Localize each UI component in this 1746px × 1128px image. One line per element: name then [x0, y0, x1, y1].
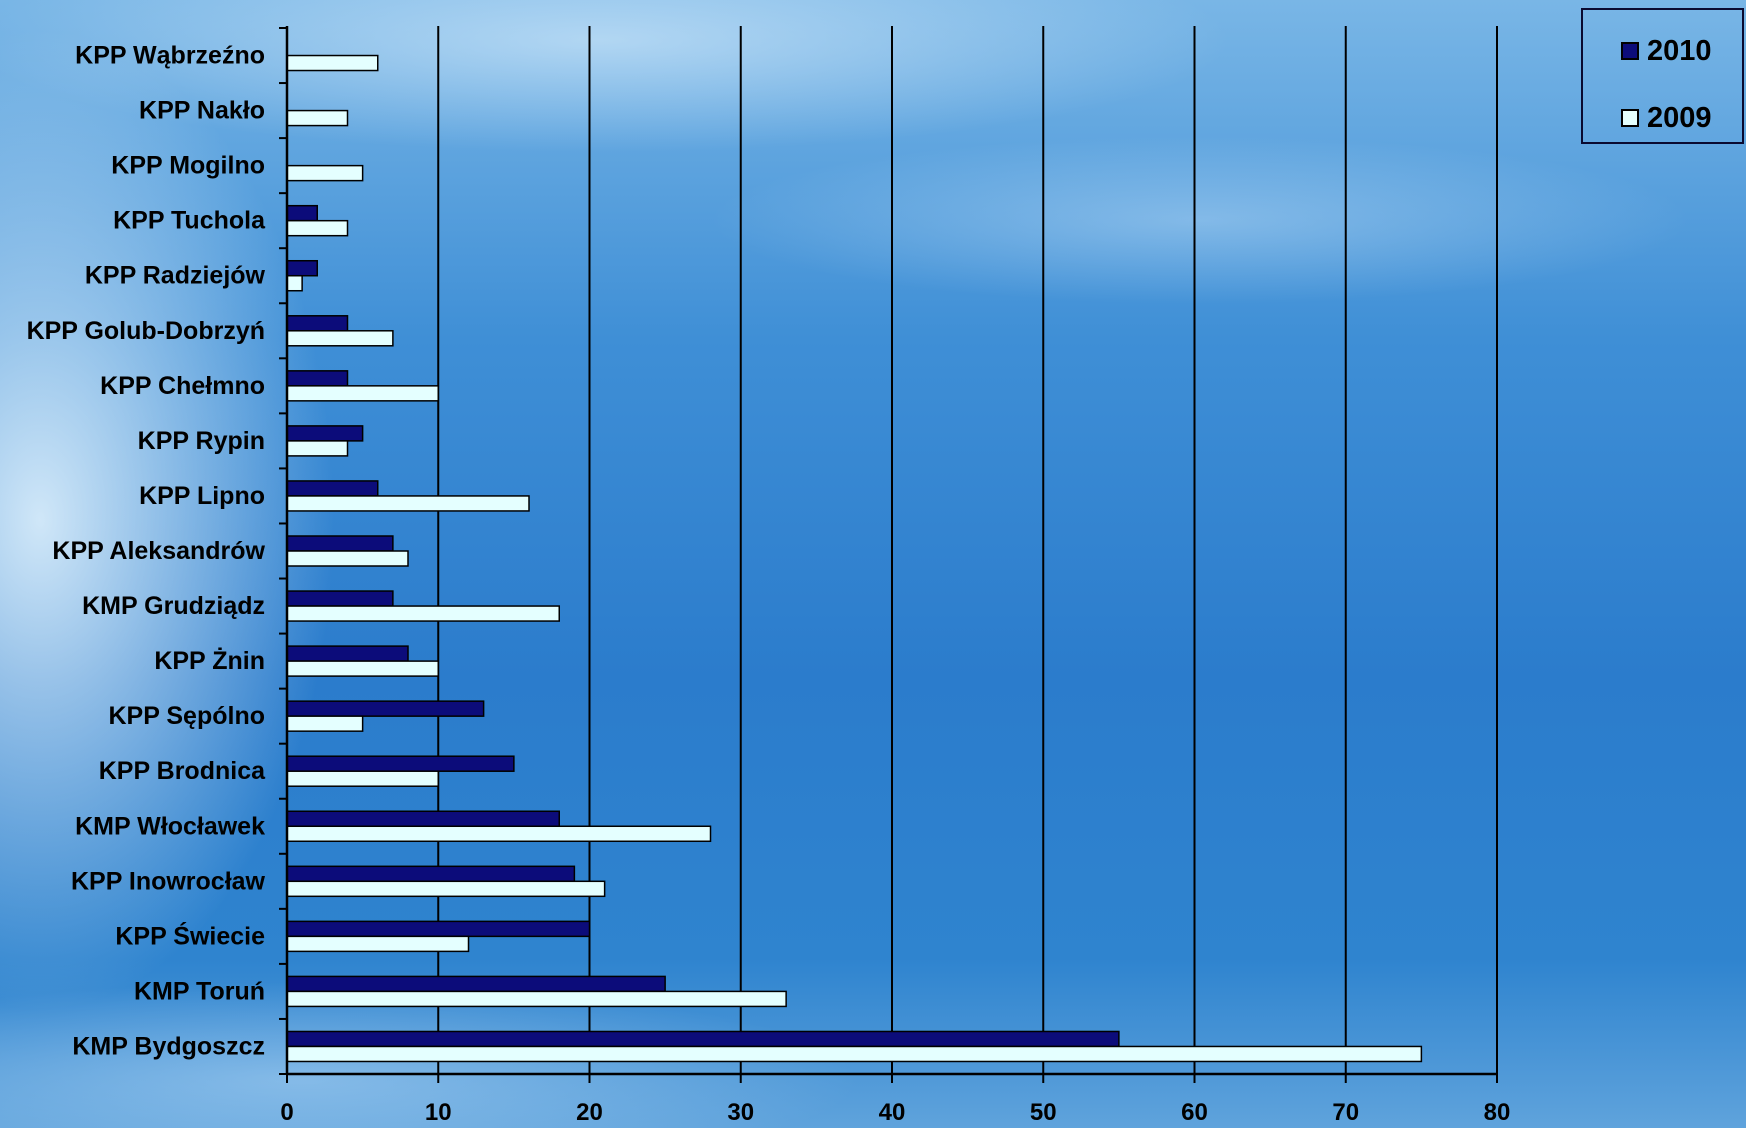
bar-2010-5 — [286, 315, 349, 332]
bar-2009-4 — [286, 274, 303, 292]
bar-2009-0 — [286, 54, 379, 72]
bar-2010-9 — [286, 535, 394, 552]
category-label-12: KPP Sępólno — [108, 702, 265, 730]
bar-2009-15 — [286, 880, 606, 898]
bar-2010-14 — [286, 810, 560, 828]
bar-2009-12 — [286, 715, 364, 732]
legend-swatch-2010 — [1621, 42, 1639, 60]
bar-2009-3 — [286, 219, 349, 237]
bar-2010-3 — [286, 204, 318, 222]
category-label-16: KPP Świecie — [115, 920, 265, 950]
bar-2010-10 — [286, 590, 394, 607]
category-label-2: KPP Mogilno — [111, 152, 265, 180]
x-tick-label-60: 60 — [1181, 1099, 1208, 1126]
legend-label-2009: 2009 — [1647, 101, 1712, 134]
bar-2009-1 — [286, 109, 349, 127]
bar-2009-5 — [286, 330, 394, 347]
legend-item-2009: 2009 — [1621, 101, 1712, 134]
bar-2009-2 — [286, 164, 364, 182]
bar-2010-11 — [286, 645, 409, 662]
x-tick-label-30: 30 — [727, 1099, 754, 1126]
bar-2010-16 — [286, 920, 591, 938]
bar-2010-8 — [286, 480, 379, 497]
x-tick-label-10: 10 — [425, 1099, 452, 1126]
category-label-14: KMP Włocławek — [75, 812, 265, 840]
x-tick-label-70: 70 — [1332, 1099, 1359, 1126]
bar-2009-13 — [286, 770, 439, 787]
category-label-9: KPP Aleksandrów — [52, 537, 265, 565]
bar-2009-18 — [286, 1045, 1423, 1063]
bar-2009-10 — [286, 605, 560, 622]
bar-2010-7 — [286, 425, 364, 442]
x-tick-label-0: 0 — [280, 1099, 293, 1126]
x-tick-label-20: 20 — [576, 1099, 603, 1126]
x-tick-label-50: 50 — [1030, 1099, 1057, 1126]
category-label-6: KPP Chełmno — [100, 372, 265, 400]
bar-2009-11 — [286, 660, 439, 677]
legend-swatch-2009 — [1621, 109, 1639, 127]
category-label-7: KPP Rypin — [138, 427, 265, 455]
category-label-11: KPP Żnin — [154, 647, 265, 675]
x-tick-label-40: 40 — [879, 1099, 906, 1126]
bar-2010-18 — [286, 1030, 1120, 1048]
category-label-3: KPP Tuchola — [113, 207, 266, 235]
bar-2009-17 — [286, 990, 787, 1008]
category-label-4: KPP Radziejów — [85, 262, 266, 290]
bar-2010-12 — [286, 700, 485, 717]
bar-2009-6 — [286, 385, 439, 402]
bar-2009-9 — [286, 550, 409, 567]
category-label-0: KPP Wąbrzeźno — [75, 42, 265, 70]
category-label-1: KPP Nakło — [139, 97, 265, 125]
bar-2010-15 — [286, 865, 576, 883]
bar-2010-4 — [286, 259, 318, 277]
bar-2009-16 — [286, 935, 470, 953]
category-label-13: KPP Brodnica — [99, 757, 266, 785]
category-label-18: KMP Bydgoszcz — [72, 1032, 265, 1060]
category-label-17: KMP Toruń — [134, 977, 265, 1005]
category-label-8: KPP Lipno — [139, 482, 265, 510]
x-tick-label-80: 80 — [1484, 1099, 1511, 1126]
bar-2009-8 — [286, 495, 530, 512]
chart-legend: 2010 2009 — [1581, 8, 1744, 144]
bar-2010-17 — [286, 975, 666, 993]
legend-item-2010: 2010 — [1621, 34, 1712, 67]
category-label-5: KPP Golub-Dobrzyń — [27, 317, 265, 345]
bar-2009-14 — [286, 825, 712, 843]
bar-2010-13 — [286, 755, 515, 772]
bar-2010-6 — [286, 370, 349, 387]
legend-label-2010: 2010 — [1647, 34, 1712, 67]
category-label-10: KMP Grudziądz — [82, 592, 265, 620]
category-label-15: KPP Inowrocław — [71, 867, 266, 895]
bar-2009-7 — [286, 440, 349, 457]
